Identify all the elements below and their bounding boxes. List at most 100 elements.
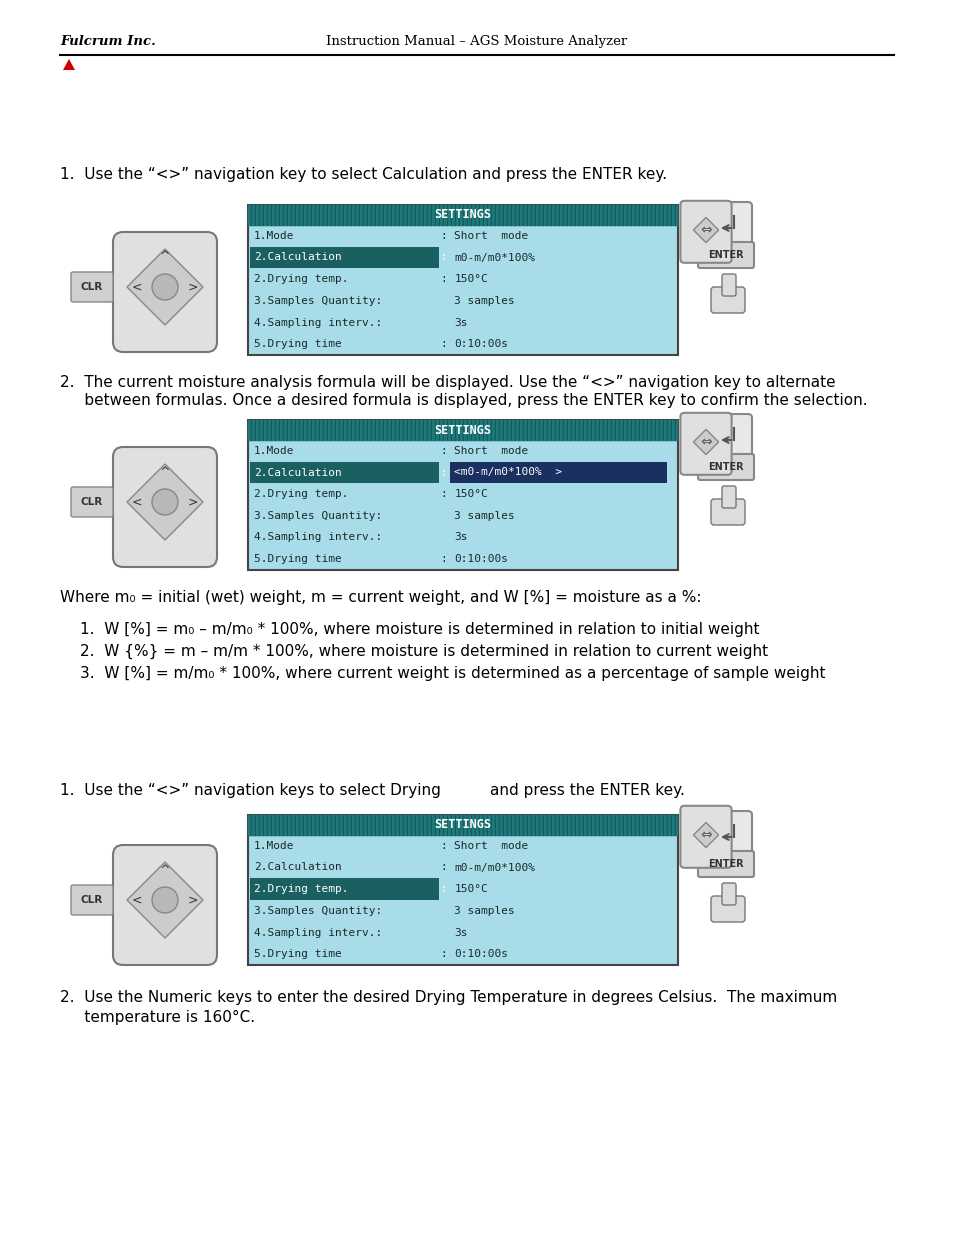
FancyBboxPatch shape — [710, 499, 744, 525]
Polygon shape — [63, 59, 75, 70]
Text: 3 samples: 3 samples — [454, 296, 515, 306]
Text: 2.Calculation: 2.Calculation — [253, 862, 341, 872]
FancyBboxPatch shape — [721, 487, 735, 508]
Text: :: : — [440, 841, 447, 851]
Text: 0:10:00s: 0:10:00s — [454, 555, 508, 564]
FancyBboxPatch shape — [710, 897, 744, 923]
Text: 1.Mode: 1.Mode — [253, 841, 294, 851]
Text: CLR: CLR — [81, 282, 103, 291]
Text: Instruction Manual – AGS Moisture Analyzer: Instruction Manual – AGS Moisture Analyz… — [326, 35, 627, 48]
Text: 3.Samples Quantity:: 3.Samples Quantity: — [253, 511, 382, 521]
Text: ⇔: ⇔ — [700, 435, 711, 450]
Text: :: : — [440, 862, 447, 872]
Text: 3s: 3s — [454, 927, 467, 937]
Text: 5.Drying time: 5.Drying time — [253, 950, 341, 960]
FancyBboxPatch shape — [700, 203, 751, 245]
Text: 150°C: 150°C — [454, 489, 488, 499]
Text: 4.Sampling interv.:: 4.Sampling interv.: — [253, 317, 382, 327]
Text: >: > — [188, 280, 198, 294]
Text: 1.  Use the “<>” navigation keys to select Drying: 1. Use the “<>” navigation keys to selec… — [60, 783, 440, 798]
Text: 2.  W {%} = m – m/m * 100%, where moisture is determined in relation to current : 2. W {%} = m – m/m * 100%, where moistur… — [80, 643, 767, 659]
Text: :: : — [440, 950, 447, 960]
Text: ^: ^ — [159, 863, 170, 877]
Polygon shape — [693, 823, 718, 847]
Text: 5.Drying time: 5.Drying time — [253, 340, 341, 350]
FancyBboxPatch shape — [679, 412, 731, 474]
Text: 4.Sampling interv.:: 4.Sampling interv.: — [253, 927, 382, 937]
Text: ENTER: ENTER — [707, 462, 743, 472]
Polygon shape — [127, 862, 203, 939]
Text: Short  mode: Short mode — [454, 231, 528, 241]
FancyBboxPatch shape — [112, 232, 216, 352]
Text: 2.Drying temp.: 2.Drying temp. — [253, 884, 348, 894]
Text: 2.Calculation: 2.Calculation — [253, 252, 341, 263]
Text: SETTINGS: SETTINGS — [434, 424, 491, 436]
FancyBboxPatch shape — [700, 414, 751, 456]
FancyBboxPatch shape — [721, 883, 735, 905]
FancyBboxPatch shape — [250, 462, 438, 483]
Text: between formulas. Once a desired formula is displayed, press the ENTER key to co: between formulas. Once a desired formula… — [60, 393, 866, 408]
Text: :: : — [440, 231, 447, 241]
Text: 3.Samples Quantity:: 3.Samples Quantity: — [253, 905, 382, 916]
FancyBboxPatch shape — [698, 851, 753, 877]
Polygon shape — [127, 249, 203, 325]
Text: ^: ^ — [159, 251, 170, 263]
FancyBboxPatch shape — [450, 462, 667, 483]
Text: CLR: CLR — [81, 496, 103, 508]
FancyBboxPatch shape — [71, 885, 112, 915]
Text: :: : — [440, 446, 447, 456]
Text: 1.  W [%] = m₀ – m/m₀ * 100%, where moisture is determined in relation to initia: 1. W [%] = m₀ – m/m₀ * 100%, where moist… — [80, 622, 759, 637]
FancyBboxPatch shape — [710, 287, 744, 312]
Text: 1.Mode: 1.Mode — [253, 446, 294, 456]
Text: <: < — [132, 280, 142, 294]
Text: 5.Drying time: 5.Drying time — [253, 555, 341, 564]
Text: ENTER: ENTER — [707, 249, 743, 261]
Text: Fulcrum Inc.: Fulcrum Inc. — [60, 35, 155, 48]
FancyBboxPatch shape — [250, 247, 438, 268]
Text: >: > — [188, 893, 198, 906]
Text: 0:10:00s: 0:10:00s — [454, 950, 508, 960]
FancyBboxPatch shape — [71, 487, 112, 517]
Text: 3 samples: 3 samples — [454, 905, 515, 916]
Text: >: > — [188, 495, 198, 509]
Text: :: : — [440, 252, 447, 263]
Text: 1.  Use the “<>” navigation key to select Calculation and press the ENTER key.: 1. Use the “<>” navigation key to select… — [60, 167, 666, 182]
Text: and press the ENTER key.: and press the ENTER key. — [490, 783, 684, 798]
Text: ⇔: ⇔ — [700, 224, 711, 237]
Polygon shape — [127, 464, 203, 540]
FancyBboxPatch shape — [112, 447, 216, 567]
Text: ^: ^ — [159, 466, 170, 478]
Text: 3s: 3s — [454, 317, 467, 327]
FancyBboxPatch shape — [248, 420, 678, 571]
FancyBboxPatch shape — [721, 274, 735, 296]
FancyBboxPatch shape — [679, 805, 731, 868]
Text: Where m₀ = initial (wet) weight, m = current weight, and W [%] = moisture as a %: Where m₀ = initial (wet) weight, m = cur… — [60, 590, 700, 605]
Text: <: < — [132, 495, 142, 509]
Text: 0:10:00s: 0:10:00s — [454, 340, 508, 350]
Text: CLR: CLR — [81, 895, 103, 905]
FancyBboxPatch shape — [698, 242, 753, 268]
Text: m0-m/m0*100%: m0-m/m0*100% — [454, 862, 535, 872]
Text: <m0-m/m0*100%  >: <m0-m/m0*100% > — [454, 468, 561, 478]
Text: 4.Sampling interv.:: 4.Sampling interv.: — [253, 532, 382, 542]
Text: 3 samples: 3 samples — [454, 511, 515, 521]
Text: 1.Mode: 1.Mode — [253, 231, 294, 241]
Text: 150°C: 150°C — [454, 884, 488, 894]
Polygon shape — [693, 430, 718, 454]
Text: 2.Drying temp.: 2.Drying temp. — [253, 274, 348, 284]
Text: :: : — [440, 884, 447, 894]
Text: 3.Samples Quantity:: 3.Samples Quantity: — [253, 296, 382, 306]
Polygon shape — [693, 217, 718, 242]
Text: ENTER: ENTER — [707, 860, 743, 869]
Text: 2.  Use the Numeric keys to enter the desired Drying Temperature in degrees Cels: 2. Use the Numeric keys to enter the des… — [60, 990, 837, 1005]
Text: :: : — [440, 555, 447, 564]
FancyBboxPatch shape — [679, 201, 731, 263]
FancyBboxPatch shape — [112, 845, 216, 965]
FancyBboxPatch shape — [71, 272, 112, 303]
FancyBboxPatch shape — [250, 878, 438, 900]
Circle shape — [152, 489, 178, 515]
Text: 2.Drying temp.: 2.Drying temp. — [253, 489, 348, 499]
Text: Short  mode: Short mode — [454, 841, 528, 851]
Text: 2.Calculation: 2.Calculation — [253, 468, 341, 478]
FancyBboxPatch shape — [698, 454, 753, 480]
